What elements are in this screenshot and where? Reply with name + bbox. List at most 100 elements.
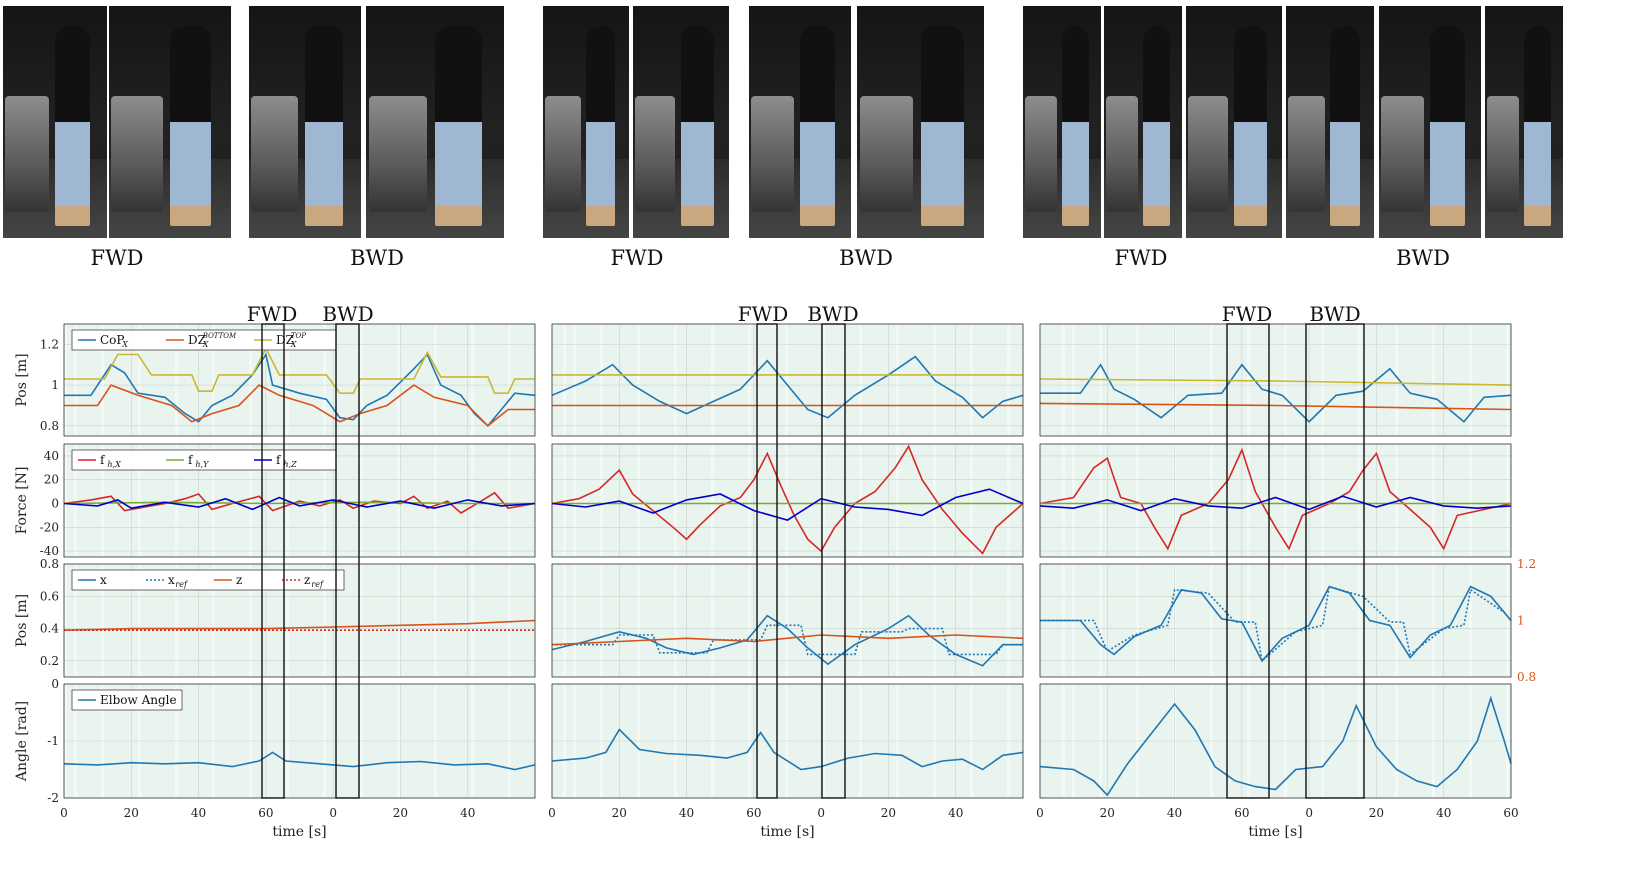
photo-label-fwd-2: FWD bbox=[610, 246, 664, 270]
series-line-CoP-X bbox=[64, 352, 536, 427]
series-line-f-h-X bbox=[551, 444, 1024, 555]
plot-frame bbox=[1039, 323, 1512, 437]
stripe bbox=[573, 564, 576, 677]
stripe bbox=[434, 324, 437, 436]
photo-frame bbox=[366, 6, 504, 238]
legend-label: f bbox=[188, 453, 194, 467]
plot-background bbox=[1040, 444, 1511, 557]
right-y-tick-label: 0.8 bbox=[1517, 670, 1536, 684]
stripe bbox=[933, 564, 936, 677]
legend-label: Elbow Angle bbox=[100, 693, 177, 707]
x-tick-label: 0 bbox=[817, 806, 825, 820]
marker-label-fwd-1: FWD bbox=[246, 302, 298, 326]
stripe bbox=[1506, 564, 1509, 677]
x-axis-label: time [s] bbox=[760, 824, 814, 840]
stripe bbox=[397, 444, 400, 557]
stripe bbox=[1432, 564, 1435, 677]
stripe bbox=[563, 324, 566, 436]
photo-frame bbox=[749, 6, 851, 238]
stripe bbox=[101, 444, 104, 557]
series-line-f-h-X bbox=[1039, 447, 1512, 551]
stripe bbox=[175, 564, 178, 677]
stripe bbox=[175, 324, 178, 436]
stripe bbox=[933, 444, 936, 557]
plot-frame bbox=[63, 323, 536, 437]
series-line-Elbow-Angle bbox=[63, 751, 536, 771]
stripe bbox=[970, 564, 973, 677]
series-line-x-ref bbox=[1040, 585, 1512, 663]
series-line-x-ref bbox=[552, 624, 1023, 656]
x-tick-label: 0 bbox=[60, 806, 68, 820]
stripe bbox=[970, 324, 973, 436]
series-line-f-h-Z bbox=[63, 496, 536, 511]
legend-superscript: TOP bbox=[291, 332, 306, 340]
x-tick-label: 0 bbox=[1036, 806, 1044, 820]
legend-label: f bbox=[276, 453, 282, 467]
marker-label-fwd-2: FWD bbox=[737, 302, 789, 326]
stripe bbox=[1247, 564, 1250, 677]
stripe bbox=[397, 564, 400, 677]
stripe bbox=[711, 324, 714, 436]
plot-background bbox=[552, 324, 1023, 436]
stripe bbox=[1136, 444, 1139, 557]
legend-subscript: X bbox=[202, 340, 209, 349]
marker-label-fwd-3: FWD bbox=[1221, 302, 1273, 326]
x-tick-label: 60 bbox=[1234, 806, 1249, 820]
photo-frame bbox=[1104, 6, 1182, 238]
y-tick-label: 40 bbox=[44, 449, 59, 463]
x-tick-label: 20 bbox=[124, 806, 139, 820]
y-axis-label: Force [N] bbox=[14, 467, 30, 535]
photo-frame bbox=[857, 6, 984, 238]
stripe bbox=[822, 444, 825, 557]
fwd-marker-box bbox=[756, 323, 778, 799]
stripe bbox=[64, 324, 67, 436]
photo-label-fwd-1: FWD bbox=[90, 246, 144, 270]
stripe bbox=[64, 564, 67, 677]
stripe bbox=[360, 444, 363, 557]
stripe bbox=[1062, 444, 1065, 557]
plot-background bbox=[1040, 564, 1511, 677]
x-tick-label: 0 bbox=[1305, 806, 1313, 820]
stripe bbox=[101, 324, 104, 436]
y-tick-label: 20 bbox=[44, 473, 59, 487]
legend-label: x bbox=[168, 573, 175, 587]
marker-label-bwd-1: BWD bbox=[322, 302, 374, 326]
legend-label: DZ bbox=[276, 333, 294, 347]
stripe bbox=[711, 444, 714, 557]
bwd-marker-box bbox=[335, 323, 360, 799]
plot-frame bbox=[551, 443, 1024, 558]
series-line-DZ-X-BOTTOM bbox=[64, 384, 535, 427]
legend-subscript: X bbox=[290, 340, 297, 349]
x-tick-label: 60 bbox=[746, 806, 761, 820]
stripe bbox=[249, 324, 252, 436]
stripe bbox=[1395, 564, 1398, 677]
x-tick-label: 0 bbox=[548, 806, 556, 820]
photo-label-bwd-1: BWD bbox=[350, 246, 404, 270]
legend-box bbox=[71, 689, 183, 711]
x-tick-label: 20 bbox=[393, 806, 408, 820]
stripe bbox=[508, 444, 511, 557]
series-line-f-h-Z bbox=[1039, 495, 1512, 512]
stripe bbox=[711, 564, 714, 677]
stripe bbox=[101, 564, 104, 677]
stripe bbox=[785, 564, 788, 677]
stripe bbox=[674, 564, 677, 677]
stripe bbox=[1358, 564, 1361, 677]
y-tick-label: 1.2 bbox=[40, 337, 59, 351]
x-tick-label: 60 bbox=[1503, 806, 1518, 820]
right-y-tick-label: 1.2 bbox=[1517, 557, 1536, 571]
stripe bbox=[573, 324, 576, 436]
y-tick-label: 0.4 bbox=[40, 622, 59, 636]
x-axis-label: time [s] bbox=[272, 824, 326, 840]
stripe bbox=[600, 444, 603, 557]
series-line-DZ-X-TOP bbox=[64, 346, 535, 394]
stripe bbox=[212, 324, 215, 436]
x-tick-label: 40 bbox=[1167, 806, 1182, 820]
legend-label: z bbox=[236, 573, 242, 587]
plot-frame bbox=[1039, 563, 1512, 678]
stripe bbox=[1321, 564, 1324, 677]
y-axis-label: Angle [rad] bbox=[14, 701, 30, 782]
stripe bbox=[600, 564, 603, 677]
stripe bbox=[434, 444, 437, 557]
